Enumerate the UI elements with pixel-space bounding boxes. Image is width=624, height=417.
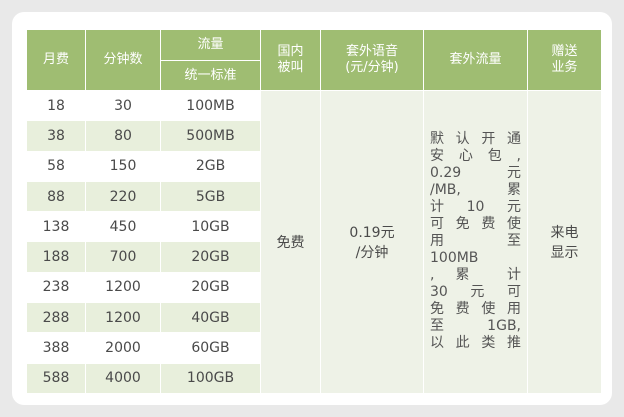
cell-data: 2GB — [160, 150, 261, 182]
table-row: 18 30 100MB 免费 0.19元/分钟 默认开通 安心包, 0.29元/MB, 累计1… — [26, 89, 602, 394]
cell-data: 10GB — [160, 211, 261, 243]
cell-minutes: 80 — [85, 120, 161, 152]
cell-fee: 288 — [26, 302, 86, 334]
cell-data: 60GB — [160, 332, 261, 364]
cell-fee: 58 — [26, 150, 86, 182]
table-row: 188 700 20GB — [26, 241, 602, 273]
table-row: 588 4000 100GB — [26, 362, 602, 394]
bonus-cell: 来电 显示 — [527, 90, 602, 394]
extra-data-line: 计10元 — [430, 199, 521, 216]
table-row: 88 220 5GB — [26, 180, 602, 213]
plan-table: 月费 分钟数 流量 国内 被叫 套外语音 (元/分钟) 套外流量 赠送 业务 统一标准… — [26, 29, 602, 394]
extra-data-cell: 默认开通 安心包, 0.29元/MB, 累计10元 可免费使用 至 100MB, 累 计… — [423, 90, 528, 394]
table-row: 58 150 2GB — [26, 150, 602, 182]
cell-data: 40GB — [160, 302, 261, 334]
cell-minutes: 450 — [85, 211, 161, 243]
cell-minutes: 2000 — [85, 332, 161, 364]
extra-data-line: , 累 计 — [430, 267, 521, 284]
table-row: 238 1200 20GB — [26, 271, 602, 304]
header-bonus: 赠送 业务 — [527, 29, 602, 91]
cell-minutes: 220 — [85, 180, 161, 213]
cell-data: 100MB — [160, 89, 261, 122]
cell-minutes: 1200 — [85, 271, 161, 304]
header-domestic-calls: 国内 被叫 — [260, 29, 321, 91]
header-monthly-fee: 月费 — [26, 29, 86, 91]
cell-fee: 38 — [26, 120, 86, 152]
extra-data-line: 用 至 — [430, 233, 521, 250]
cell-fee: 18 — [26, 89, 86, 122]
extra-data-line: 默认开通 — [430, 131, 521, 148]
cell-data: 20GB — [160, 271, 261, 304]
cell-data: 5GB — [160, 180, 261, 213]
extra-data-line: 100MB — [430, 250, 479, 267]
extra-data-line: 免费使用 — [430, 301, 521, 318]
cell-data: 20GB — [160, 241, 261, 273]
extra-data-line: 30元可 — [430, 284, 521, 301]
domestic-calls-cell: 免费 — [260, 90, 321, 394]
cell-minutes: 1200 — [85, 302, 161, 334]
cell-fee: 388 — [26, 332, 86, 364]
extra-data-line: /MB, 累 — [430, 182, 521, 199]
cell-minutes: 4000 — [85, 362, 161, 394]
cell-fee: 88 — [26, 180, 86, 213]
cell-fee: 238 — [26, 271, 86, 304]
header-extra-voice: 套外语音 (元/分钟) — [320, 29, 424, 91]
header-minutes: 分钟数 — [85, 29, 161, 91]
extra-data-line: 可免费使 — [430, 216, 521, 233]
cell-fee: 588 — [26, 362, 86, 394]
cell-minutes: 700 — [85, 241, 161, 273]
extra-data-line: 安心包, — [430, 148, 521, 165]
extra-data-line: 0.29元 — [430, 165, 521, 182]
cell-fee: 138 — [26, 211, 86, 243]
cell-minutes: 30 — [85, 89, 161, 122]
cell-fee: 188 — [26, 241, 86, 273]
table-row: 138 450 10GB — [26, 211, 602, 243]
header-extra-data: 套外流量 — [423, 29, 528, 91]
extra-data-line: 至1GB, — [430, 318, 521, 335]
cell-minutes: 150 — [85, 150, 161, 182]
cell-data: 100GB — [160, 362, 261, 394]
header-data: 流量 — [160, 29, 261, 61]
header-data-sub: 统一标准 — [160, 60, 261, 91]
extra-data-line: 以此类推 — [430, 335, 521, 352]
table-row: 38 80 500MB — [26, 120, 602, 152]
cell-data: 500MB — [160, 120, 261, 152]
extra-voice-cell: 0.19元/分钟 — [320, 90, 424, 394]
